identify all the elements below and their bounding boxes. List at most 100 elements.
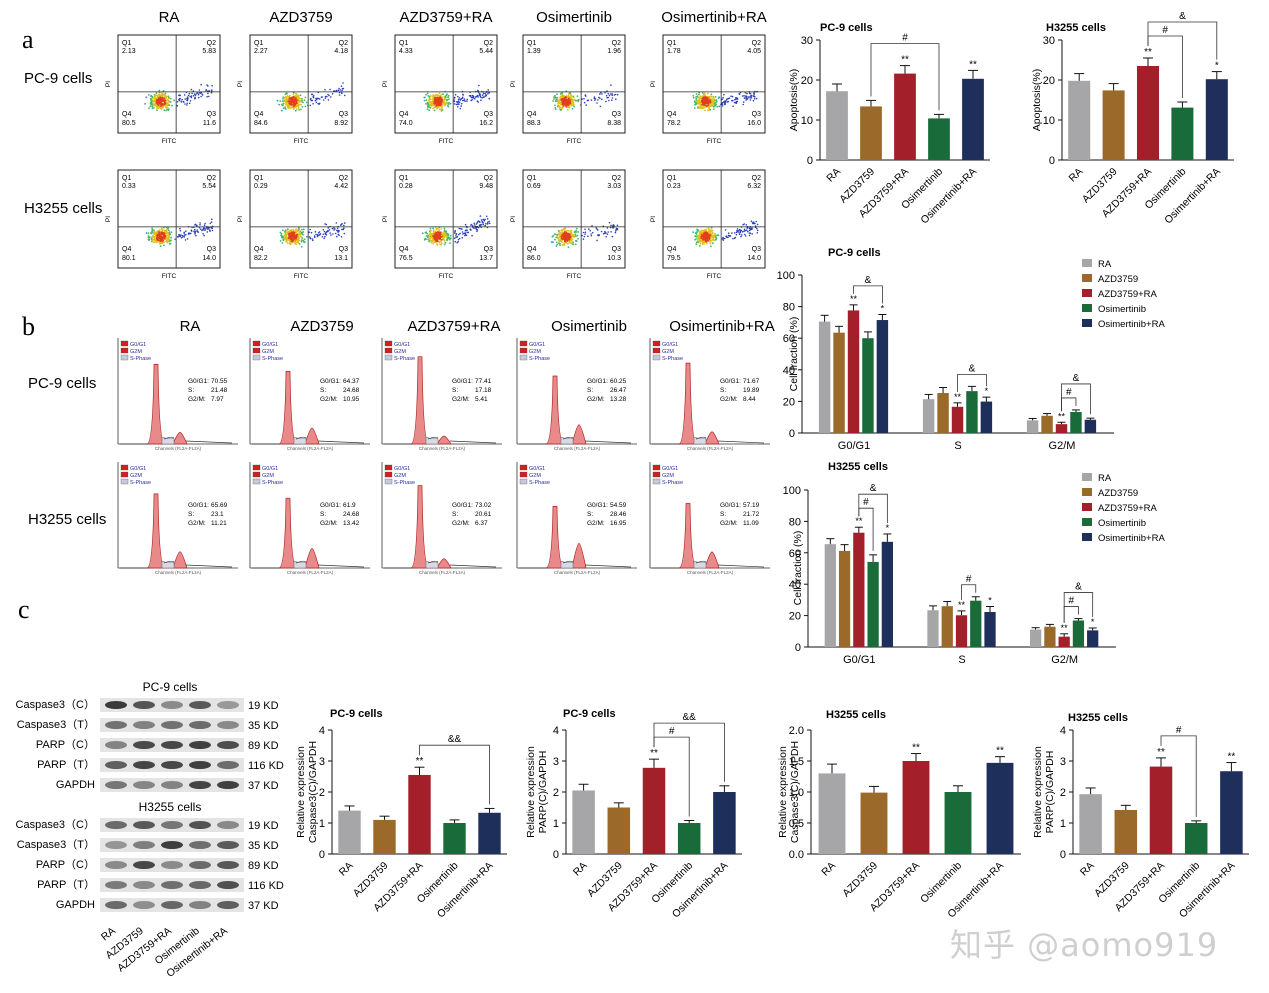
- flow-quadrant-value: 8.92: [334, 120, 348, 127]
- flow-event-dot: [296, 241, 298, 244]
- flow-event-dot: [562, 235, 565, 238]
- flow-event-dot: [722, 237, 725, 240]
- flow-column-title: Osimertinib+RA: [661, 9, 766, 26]
- flow-event-dot: [279, 231, 282, 234]
- flow-event-dot: [164, 102, 167, 105]
- flow-event-dot: [724, 229, 727, 231]
- flow-event-dot: [460, 103, 463, 105]
- flow-event-dot: [291, 237, 293, 240]
- flow-event-dot: [744, 233, 746, 236]
- chart-bar: [1055, 424, 1068, 433]
- flow-quadrant-label: Q4: [399, 246, 408, 253]
- flow-event-dot: [590, 99, 593, 101]
- flow-event-dot: [174, 238, 177, 241]
- chart-bar: [902, 761, 930, 854]
- flow-event-dot: [166, 108, 169, 111]
- panel-letter: a: [22, 25, 34, 54]
- flow-event-dot: [694, 232, 697, 235]
- flow-event-dot: [306, 235, 308, 238]
- cycle-legend-label: G2M: [394, 349, 406, 355]
- chart-ylabel: Cell fraction (%): [792, 531, 804, 606]
- cycle-axis-x-label: Channels (FL2A-FL2A): [287, 446, 334, 451]
- flow-event-dot: [724, 237, 726, 240]
- flow-quadrant-label: Q1: [254, 40, 263, 47]
- cycle-stat-label: S:: [188, 511, 194, 518]
- chart-bar: [944, 792, 972, 854]
- flow-event-dot: [287, 103, 290, 106]
- flow-event-dot: [557, 105, 560, 108]
- cycle-legend-label: G0/G1: [130, 466, 146, 472]
- flow-quadrant-label: Q1: [527, 175, 536, 182]
- flow-event-dot: [166, 104, 169, 107]
- flow-event-dot: [478, 84, 480, 87]
- flow-event-dot: [488, 97, 491, 100]
- flow-event-dot: [147, 94, 150, 96]
- cycle-stat-label: G2/M:: [188, 520, 206, 527]
- cycle-legend-swatch: [120, 478, 129, 485]
- flow-event-dot: [192, 90, 195, 92]
- chart-bar: [1070, 411, 1082, 433]
- flow-event-dot: [164, 92, 167, 95]
- flow-event-dot: [454, 93, 457, 96]
- flow-event-dot: [483, 96, 485, 98]
- flow-event-dot: [484, 218, 486, 221]
- flow-event-dot: [556, 97, 559, 100]
- flow-event-dot: [324, 235, 326, 238]
- cycle-stat-value: 16.95: [610, 520, 627, 527]
- chart-significance-mark: *: [1091, 617, 1095, 627]
- flow-event-dot: [732, 237, 734, 240]
- flow-event-dot: [436, 107, 438, 110]
- flow-event-dot: [337, 233, 340, 236]
- flow-event-dot: [711, 242, 714, 245]
- flow-event-dot: [713, 98, 715, 100]
- chart-bar: [642, 767, 666, 854]
- flow-event-dot: [440, 93, 443, 96]
- flow-event-dot: [717, 234, 720, 237]
- flow-event-dot: [469, 228, 472, 231]
- flow-event-dot: [584, 231, 587, 233]
- flow-event-dot: [697, 103, 700, 105]
- chart-comparison-label: &: [1075, 582, 1082, 593]
- western-band: [189, 901, 211, 909]
- flow-event-dot: [712, 100, 715, 103]
- flow-event-dot: [569, 102, 572, 105]
- flow-axis-x-label: FITC: [294, 138, 309, 145]
- flow-event-dot: [704, 101, 706, 103]
- flow-event-dot: [184, 103, 186, 105]
- flow-event-dot: [702, 92, 705, 95]
- chart-comparison-bracket: [1063, 606, 1079, 623]
- chart-bar: [1044, 626, 1056, 647]
- flow-event-dot: [178, 234, 180, 236]
- flow-event-dot: [744, 96, 747, 98]
- flow-event-dot: [156, 233, 159, 236]
- flow-event-dot: [297, 106, 300, 108]
- chart-bar: [1102, 90, 1125, 160]
- flow-event-dot: [751, 233, 753, 235]
- flow-event-dot: [305, 101, 308, 104]
- flow-event-dot: [570, 100, 573, 102]
- flow-event-dot: [439, 238, 441, 241]
- flow-event-dot: [442, 234, 445, 237]
- flow-event-dot: [290, 106, 293, 109]
- flow-event-dot: [438, 105, 441, 108]
- flow-event-dot: [187, 94, 190, 97]
- flow-event-dot: [304, 96, 307, 99]
- western-band: [217, 761, 239, 769]
- chart-bar: [1058, 636, 1070, 647]
- flow-quadrant-label: Q3: [207, 111, 216, 118]
- flow-event-dot: [715, 101, 717, 104]
- flow-event-dot: [745, 99, 747, 101]
- flow-event-dot: [616, 93, 619, 96]
- cycle-legend-swatch: [384, 464, 393, 471]
- chart-comparison-label: #: [863, 497, 869, 508]
- flow-event-dot: [292, 231, 295, 234]
- flow-event-dot: [475, 223, 478, 225]
- flow-event-dot: [696, 95, 699, 98]
- cycle-legend-label: G0/G1: [394, 466, 410, 472]
- flow-event-dot: [322, 229, 325, 231]
- chart-bar: [853, 532, 865, 647]
- chart-significance-mark: **: [1157, 747, 1165, 758]
